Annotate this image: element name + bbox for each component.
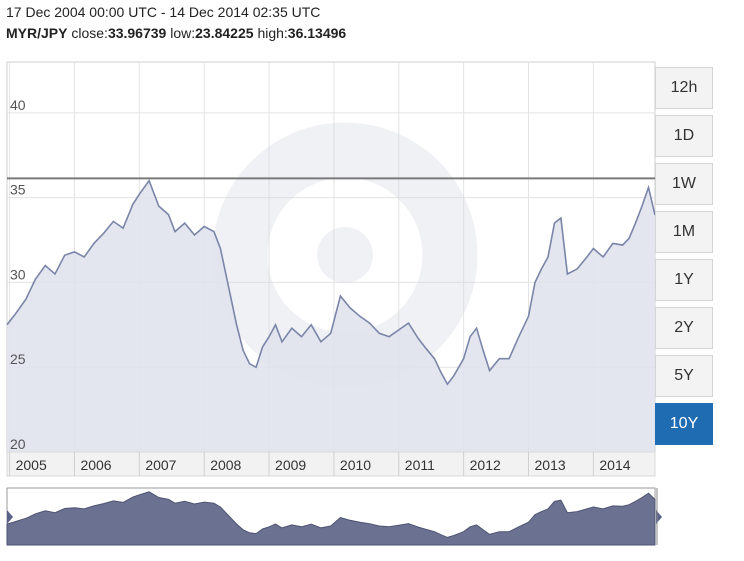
y-tick-label: 20 bbox=[10, 436, 26, 452]
low-value: 23.84225 bbox=[195, 25, 254, 41]
price-line bbox=[6, 179, 656, 386]
pair-label: MYR/JPY bbox=[6, 25, 68, 41]
range-button-1d[interactable]: 1D bbox=[655, 115, 713, 157]
quote-summary: MYR/JPY close:33.96739 low:23.84225 high… bbox=[6, 25, 346, 41]
range-button-12h[interactable]: 12h bbox=[655, 67, 713, 109]
x-tick-label: 2011 bbox=[405, 457, 435, 473]
price-area bbox=[7, 180, 655, 452]
low-label: low: bbox=[170, 25, 196, 41]
x-tick-label: 2012 bbox=[470, 457, 501, 473]
y-tick-label: 25 bbox=[10, 351, 26, 367]
range-button-1w[interactable]: 1W bbox=[655, 163, 713, 205]
y-tick-label: 40 bbox=[10, 97, 26, 113]
y-tick-label: 35 bbox=[10, 182, 26, 198]
high-value: 36.13496 bbox=[287, 25, 347, 41]
navigator[interactable] bbox=[6, 487, 662, 546]
range-button-10y[interactable]: 10Y bbox=[655, 403, 713, 445]
date-range: 17 Dec 2004 00:00 UTC - 14 Dec 2014 02:3… bbox=[6, 4, 321, 20]
range-button-1m[interactable]: 1M bbox=[655, 211, 713, 253]
range-button-5y[interactable]: 5Y bbox=[655, 355, 713, 397]
x-tick-label: 2009 bbox=[275, 457, 306, 473]
close-value: 33.96739 bbox=[107, 25, 167, 41]
x-tick-label: 2014 bbox=[599, 457, 630, 473]
y-tick-label: 30 bbox=[10, 266, 26, 282]
range-button-1y[interactable]: 1Y bbox=[655, 259, 713, 301]
navigator-area bbox=[6, 491, 656, 546]
x-tick-label: 2013 bbox=[535, 457, 566, 473]
range-button-2y[interactable]: 2Y bbox=[655, 307, 713, 349]
x-tick-label: 2005 bbox=[16, 457, 47, 473]
x-axis-band bbox=[6, 451, 656, 477]
x-tick-label: 2006 bbox=[80, 457, 111, 473]
close-label: close: bbox=[71, 25, 108, 41]
x-tick-label: 2008 bbox=[210, 457, 241, 473]
navigator-left-handle[interactable] bbox=[7, 510, 13, 524]
x-tick-label: 2007 bbox=[145, 457, 176, 473]
x-tick-label: 2010 bbox=[340, 457, 371, 473]
high-label: high: bbox=[257, 25, 288, 41]
